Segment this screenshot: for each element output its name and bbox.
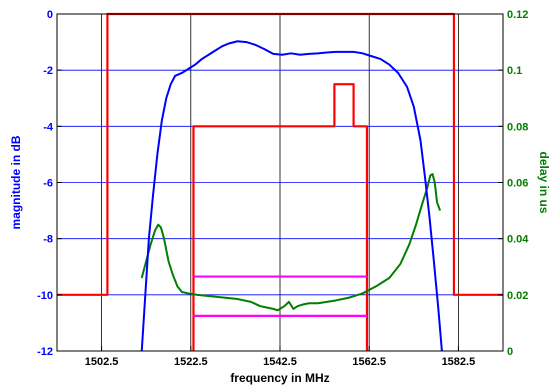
left-y-axis-title: magnitude in dB xyxy=(9,135,23,229)
x-tick-label: 1542.5 xyxy=(263,356,297,368)
x-tick-label: 1522.5 xyxy=(174,356,208,368)
right-y-tick-label: 0 xyxy=(507,346,513,358)
x-axis-title: frequency in MHz xyxy=(230,371,329,385)
right-y-tick-label: 0.1 xyxy=(507,65,522,77)
left-y-tick-label: -8 xyxy=(43,234,53,246)
axes-ticks: 1502.5 1522.5 1542.5 1562.5 1582.5 0 -2 -4 -6 -8 -… xyxy=(37,9,529,368)
right-y-tick-label: 0.02 xyxy=(507,290,528,302)
x-tick-label: 1582.5 xyxy=(442,356,476,368)
grid xyxy=(57,14,503,351)
left-y-tick-label: -12 xyxy=(37,346,53,358)
x-tick-label: 1502.5 xyxy=(85,356,119,368)
left-y-tick-label: -10 xyxy=(37,290,53,302)
series-line-magnitude xyxy=(140,40,443,352)
series-line-magnitude-mask-inner xyxy=(192,83,369,351)
left-y-tick-label: -6 xyxy=(43,178,53,190)
right-y-tick-label: 0.08 xyxy=(507,121,528,133)
left-y-tick-label: -4 xyxy=(43,121,54,133)
x-tick-label: 1562.5 xyxy=(352,356,386,368)
right-y-tick-label: 0.06 xyxy=(507,178,528,190)
right-y-tick-label: 0.12 xyxy=(507,9,528,21)
series-group xyxy=(57,12,503,352)
right-y-axis-title: delay in us xyxy=(537,151,551,213)
left-y-tick-label: 0 xyxy=(47,9,53,21)
left-y-tick-label: -2 xyxy=(43,65,53,77)
right-y-tick-label: 0.04 xyxy=(507,234,529,246)
series-line-delay xyxy=(140,173,442,312)
